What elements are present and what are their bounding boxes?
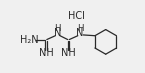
Text: H: H [54, 24, 61, 33]
Text: NH: NH [61, 48, 76, 58]
Text: N: N [76, 28, 84, 38]
Text: N: N [54, 28, 61, 38]
Text: HCl: HCl [68, 11, 85, 21]
Text: H₂N: H₂N [20, 35, 39, 45]
Text: H: H [77, 24, 83, 33]
Text: NH: NH [39, 48, 53, 58]
